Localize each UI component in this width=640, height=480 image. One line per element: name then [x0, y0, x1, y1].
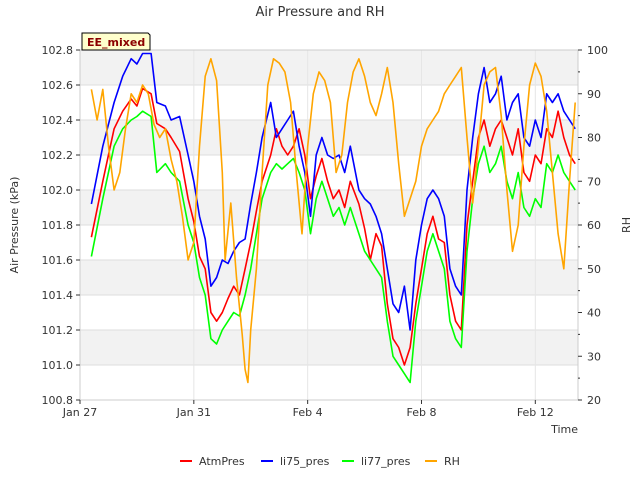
y-left-tick-label: 102.8: [42, 44, 74, 57]
plot-band: [80, 225, 578, 260]
y-right-axis-ticks: 20 30 40 50 60 70 80 90 100: [578, 44, 608, 407]
y-left-tick-label: 101.4: [42, 289, 74, 302]
plot-band: [80, 190, 578, 225]
x-tick-label: Feb 12: [517, 406, 554, 419]
y-left-tick-label: 101.0: [42, 359, 74, 372]
x-tick-label: Jan 27: [62, 406, 97, 419]
series-line-li77-pres: [90, 110, 576, 384]
plot-band: [80, 120, 578, 155]
y-right-axis-label: RH: [620, 217, 633, 233]
y-right-tick-label: 40: [587, 307, 601, 320]
y-right-tick-label: 100: [587, 44, 608, 57]
site-label: EE_mixed: [87, 36, 145, 49]
y-right-tick-label: 20: [587, 394, 601, 407]
y-left-tick-label: 102.2: [42, 149, 74, 162]
y-left-tick-label: 101.8: [42, 219, 74, 232]
y-left-axis-label: Air Pressure (kPa): [8, 177, 21, 274]
site-label-box: EE_mixed: [81, 32, 151, 51]
chart-title: Air Pressure and RH: [255, 5, 384, 20]
y-left-tick-label: 100.8: [42, 394, 74, 407]
y-left-tick-label: 101.6: [42, 254, 74, 267]
x-tick-label: Feb 8: [406, 406, 436, 419]
plot-band: [80, 295, 578, 330]
plot-background: [80, 50, 578, 400]
y-right-tick-label: 70: [587, 175, 601, 188]
plot-band: [80, 330, 578, 365]
legend-label: li77_pres: [361, 455, 411, 468]
y-right-tick-label: 60: [587, 219, 601, 232]
x-tick-label: Feb 4: [293, 406, 323, 419]
x-axis-label: Time: [550, 423, 578, 436]
y-right-tick-label: 90: [587, 88, 601, 101]
plot-band: [80, 260, 578, 295]
plot-band: [80, 365, 578, 400]
legend: AtmPres li75_pres li77_pres RH: [180, 455, 460, 468]
y-left-tick-label: 102.4: [42, 114, 74, 127]
y-right-tick-label: 30: [587, 350, 601, 363]
y-left-tick-label: 102.0: [42, 184, 74, 197]
y-right-tick-label: 50: [587, 263, 601, 276]
y-left-axis-ticks: 100.8 101.0 101.2 101.4 101.6 101.8 102.0 102.2…: [42, 44, 80, 407]
series-line-li75-pres: [90, 52, 576, 331]
y-left-tick-label: 101.2: [42, 324, 74, 337]
legend-label: li75_pres: [280, 455, 330, 468]
x-tick-label: Jan 31: [176, 406, 211, 419]
legend-label: AtmPres: [199, 455, 245, 468]
y-right-tick-label: 80: [587, 132, 601, 145]
x-axis-ticks: Jan 27 Jan 31 Feb 4 Feb 8 Feb 12: [62, 400, 554, 419]
legend-label: RH: [444, 455, 460, 468]
series-line-rh: [90, 57, 576, 384]
y-left-tick-label: 102.6: [42, 79, 74, 92]
series-layer: [90, 52, 576, 384]
plot-band: [80, 85, 578, 120]
